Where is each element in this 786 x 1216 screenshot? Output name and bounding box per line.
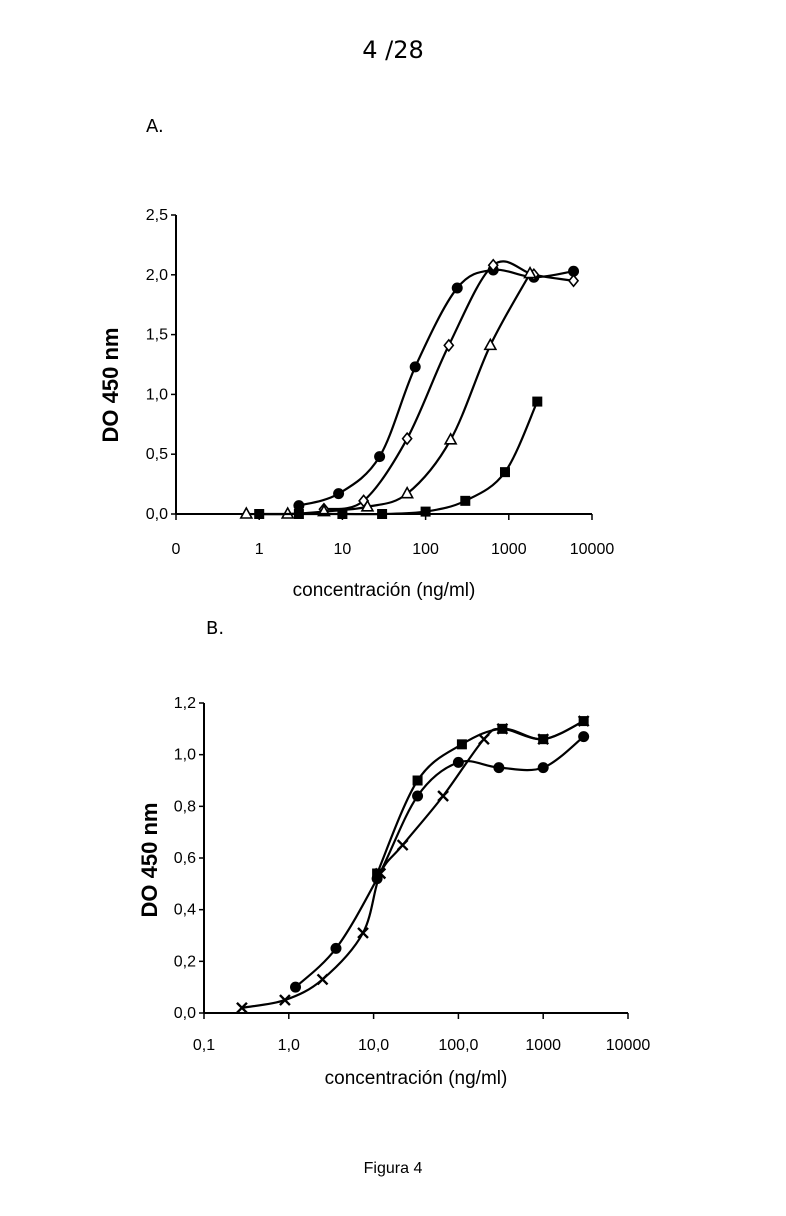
- x-tick-label: 10,0: [358, 1037, 389, 1054]
- chart-panel-b: 0,1 1,0 10,0 100,0 1000 10000 0,0 0,2 0,4 0,6 0,8 1…: [137, 695, 650, 1089]
- data-point-square-filled: [499, 467, 510, 478]
- data-point-square-filled: [420, 506, 431, 517]
- y-tick-label: 1,5: [146, 327, 168, 344]
- data-point-cross: [236, 1001, 248, 1014]
- x-tick-label: 1000: [491, 541, 527, 558]
- data-point-circle-filled: [290, 981, 302, 993]
- x-tick-label: 10: [334, 541, 352, 558]
- data-point-square-filled: [372, 868, 383, 879]
- data-point-circle-filled: [409, 361, 421, 373]
- x-tick-label: 0,1: [193, 1037, 215, 1054]
- figure-caption: Figura 4: [363, 1160, 423, 1177]
- data-point-cross: [496, 722, 509, 735]
- y-tick-label: 0,6: [174, 850, 196, 867]
- y-tick-label: 1,2: [174, 695, 196, 712]
- data-point-diamond-open: [401, 431, 413, 446]
- y-axis-title: DO 450 nm: [98, 328, 123, 443]
- x-tick-label: 1000: [525, 1037, 561, 1054]
- y-tick-label: 0,0: [174, 1005, 196, 1022]
- data-point-square-filled: [532, 396, 543, 407]
- data-point-circle-filled: [451, 282, 463, 294]
- data-point-cross: [537, 733, 550, 746]
- data-point-square-filled: [412, 775, 423, 786]
- data-point-circle-filled: [578, 731, 590, 743]
- series-line-1: [298, 268, 574, 507]
- data-point-circle-filled: [374, 451, 386, 463]
- y-tick-label: 1,0: [146, 386, 168, 403]
- x-tick-label: 100,0: [438, 1037, 478, 1054]
- y-tick-label: 0,8: [174, 798, 196, 815]
- data-point-diamond-open: [443, 338, 455, 353]
- y-axis-title: DO 450 nm: [137, 803, 162, 918]
- series-line-4: [259, 401, 539, 516]
- x-axis-title: concentración (ng/ml): [293, 580, 476, 601]
- data-point-circle-filled: [537, 762, 549, 774]
- x-axis-title: concentración (ng/ml): [325, 1068, 508, 1089]
- data-point-circle-filled: [568, 265, 580, 277]
- data-point-circle-filled: [293, 500, 305, 512]
- data-point-triangle-open: [483, 337, 498, 351]
- data-point-triangle-open: [443, 432, 458, 445]
- x-tick-label: 10000: [606, 1037, 651, 1054]
- y-tick-label: 2,0: [146, 267, 168, 284]
- data-point-triangle-open: [523, 265, 537, 279]
- y-tick-label: 0,4: [174, 902, 196, 919]
- chart-panel-a: 0 1 10 100 1000 10000 0,0 0,5 1,0 1,5 2,0 2,5 concen…: [98, 207, 614, 601]
- x-tick-label: 1,0: [278, 1037, 300, 1054]
- series-line-3: [246, 273, 531, 516]
- x-tick-label: 100: [412, 541, 439, 558]
- data-point-cross: [374, 867, 387, 880]
- data-point-diamond-open: [487, 258, 499, 272]
- y-tick-label: 0,0: [146, 506, 168, 523]
- panel-label-a: A.: [146, 116, 164, 137]
- data-point-square-filled: [460, 495, 471, 506]
- data-point-cross: [316, 973, 329, 986]
- data-point-circle-filled: [493, 762, 505, 774]
- data-point-circle-filled: [333, 488, 345, 500]
- data-point-square-filled: [254, 509, 265, 519]
- data-point-cross: [396, 839, 409, 851]
- y-tick-label: 0,5: [146, 446, 168, 463]
- x-tick-label: 10000: [570, 541, 615, 558]
- data-point-circle-filled: [412, 790, 424, 802]
- y-tick-label: 2,5: [146, 207, 168, 224]
- data-point-triangle-open: [239, 506, 254, 519]
- data-point-cross: [577, 715, 590, 727]
- data-point-cross: [437, 790, 449, 802]
- data-point-square-filled: [456, 739, 467, 750]
- series-line-1: [294, 735, 585, 989]
- series-line-3: [241, 720, 585, 1009]
- x-tick-label: 1: [255, 541, 264, 558]
- data-point-cross: [357, 927, 369, 939]
- y-tick-label: 1,0: [174, 747, 196, 764]
- data-point-cross: [279, 994, 291, 1006]
- data-point-circle-filled: [452, 756, 464, 768]
- data-point-square-filled: [293, 509, 304, 519]
- y-tick-label: 0,2: [174, 953, 196, 970]
- data-point-cross: [478, 733, 490, 746]
- panel-label-b: B.: [206, 618, 225, 639]
- data-point-circle-filled: [330, 942, 342, 954]
- data-point-square-filled: [377, 509, 388, 519]
- page-number: 4 /28: [362, 36, 424, 64]
- data-point-diamond-open: [568, 274, 580, 288]
- data-point-triangle-open: [360, 499, 375, 512]
- data-point-square-filled: [337, 509, 348, 519]
- x-tick-label: 0: [172, 541, 181, 558]
- data-point-triangle-open: [400, 486, 414, 499]
